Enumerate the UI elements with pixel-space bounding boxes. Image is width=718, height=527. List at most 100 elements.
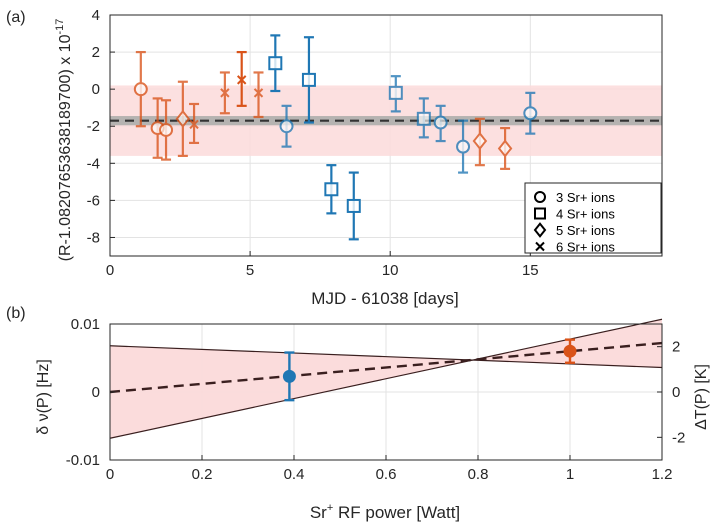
marker-diamond xyxy=(497,139,513,158)
panel-b-left-y-ticks: 0.01 0 -0.01 xyxy=(66,316,115,469)
legend-label: 6 Sr+ ions xyxy=(556,240,615,255)
marker-backdrop xyxy=(499,142,512,155)
y-tick-label: -0.01 xyxy=(66,452,100,469)
panel-a-ylabel: (R-1.08207653638189700) x 10-17 xyxy=(54,19,74,262)
y-tick-label: -6 xyxy=(87,192,100,209)
marker-circle xyxy=(433,115,448,130)
marker-diamond xyxy=(175,109,191,128)
marker-backdrop xyxy=(347,199,360,212)
panel-b-label: (b) xyxy=(6,305,26,322)
x-tick-label: 1 xyxy=(566,466,574,483)
data-point xyxy=(133,50,148,128)
y-tick-label: 4 xyxy=(92,7,100,24)
filled-marker xyxy=(563,344,577,358)
legend-marker-x xyxy=(535,241,545,252)
x-tick-label: 1.2 xyxy=(652,466,673,483)
data-point xyxy=(416,97,431,139)
fit-line xyxy=(109,341,663,394)
marker-backdrop xyxy=(325,183,338,196)
x-tick-label: 0.4 xyxy=(284,466,305,483)
marker-square xyxy=(416,111,431,126)
panel-a: (a) 0 5 10 15 4 2 0 -2 -4 -6 -8 MJD - 61038 [days… xyxy=(6,7,663,308)
marker-backdrop xyxy=(160,123,173,136)
panel-b-right-y-ticks: 2 0 -2 xyxy=(657,339,685,446)
power-data-points xyxy=(282,338,577,402)
marker-backdrop xyxy=(457,140,470,153)
marker-square xyxy=(268,56,283,71)
data-point xyxy=(219,71,230,115)
panel-a-frame xyxy=(109,14,663,257)
power-point xyxy=(282,351,296,402)
marker-backdrop xyxy=(417,112,430,125)
legend-label: 5 Sr+ ions xyxy=(556,223,615,238)
legend-box xyxy=(524,182,662,254)
panel-b-xlabel: Sr+ RF power [Watt] xyxy=(310,502,460,522)
marker-backdrop xyxy=(176,112,189,125)
data-point xyxy=(497,126,513,170)
data-point xyxy=(523,91,538,135)
marker-circle xyxy=(133,82,148,97)
x-tick-label: 0 xyxy=(106,466,114,483)
legend-label: 3 Sr+ ions xyxy=(556,190,615,205)
marker-backdrop xyxy=(473,135,486,148)
marker-x xyxy=(236,75,247,85)
marker-backdrop xyxy=(524,107,537,120)
right-ylabel-text: ΔT(P) [K] xyxy=(693,364,710,430)
marker-square xyxy=(346,198,361,213)
marker-backdrop xyxy=(134,83,147,96)
y-tick-label: -8 xyxy=(87,229,100,246)
data-points xyxy=(133,34,538,241)
x-tick-label: 0 xyxy=(106,262,114,279)
x-tick-label: 0.6 xyxy=(376,466,397,483)
x-tick-label: 10 xyxy=(382,262,399,279)
data-point xyxy=(175,80,191,157)
power-point xyxy=(563,338,577,364)
data-point xyxy=(253,71,264,119)
panel-b-left-ylabel: δ ν(P) [Hz] xyxy=(35,359,52,435)
data-point xyxy=(388,75,403,113)
data-point xyxy=(279,104,294,148)
marker-circle xyxy=(523,106,538,121)
marker-backdrop xyxy=(434,116,447,129)
xlabel-rest: RF power [Watt] xyxy=(333,503,460,522)
marker-x xyxy=(189,119,199,130)
panel-b: (b) 0 0.2 0.4 0.6 0.8 1 1.2 0.01 0 -0.01 2 0 -2 Sr… xyxy=(6,305,710,522)
marker-backdrop xyxy=(389,86,402,99)
delta-symbol: δ xyxy=(35,426,52,435)
legend-marker-circle xyxy=(534,191,546,203)
svg-text:δ ν(P) [Hz]: δ ν(P) [Hz] xyxy=(35,359,52,435)
ylabel-text: (R-1.08207653638189700) x 10 xyxy=(57,34,74,261)
legend-label: 4 Sr+ ions xyxy=(556,207,615,222)
data-point xyxy=(236,50,247,107)
right-tick-label: -2 xyxy=(672,429,685,446)
x-tick-label: 0.2 xyxy=(192,466,213,483)
right-tick-label: 2 xyxy=(672,339,680,356)
panel-b-right-ylabel: ΔT(P) [K] xyxy=(693,364,710,430)
filled-marker xyxy=(282,369,296,383)
x-tick-label: 5 xyxy=(246,262,254,279)
data-point xyxy=(472,117,488,167)
y-tick-label: -4 xyxy=(87,155,100,172)
marker-circle xyxy=(159,122,174,137)
marker-circle xyxy=(279,119,294,134)
marker-backdrop xyxy=(269,57,282,70)
data-point xyxy=(456,119,471,174)
panel-a-xlabel: MJD - 61038 [days] xyxy=(311,289,458,308)
marker-square xyxy=(301,72,316,87)
legend-marker-diamond xyxy=(533,222,547,238)
y-tick-label: 2 xyxy=(92,44,100,61)
y-tick-label: 0 xyxy=(92,384,100,401)
legend-marker-square xyxy=(534,207,546,220)
marker-diamond xyxy=(472,131,488,151)
ylabel-exponent: -17 xyxy=(54,19,66,35)
panel-a-label: (a) xyxy=(6,9,26,26)
marker-x xyxy=(220,88,230,98)
panel-b-x-ticks: 0 0.2 0.4 0.6 0.8 1 1.2 xyxy=(106,455,673,483)
marker-square xyxy=(324,182,339,197)
right-tick-label: 0 xyxy=(672,384,680,401)
data-point xyxy=(346,171,361,241)
data-point xyxy=(324,164,339,215)
data-point xyxy=(159,99,174,161)
